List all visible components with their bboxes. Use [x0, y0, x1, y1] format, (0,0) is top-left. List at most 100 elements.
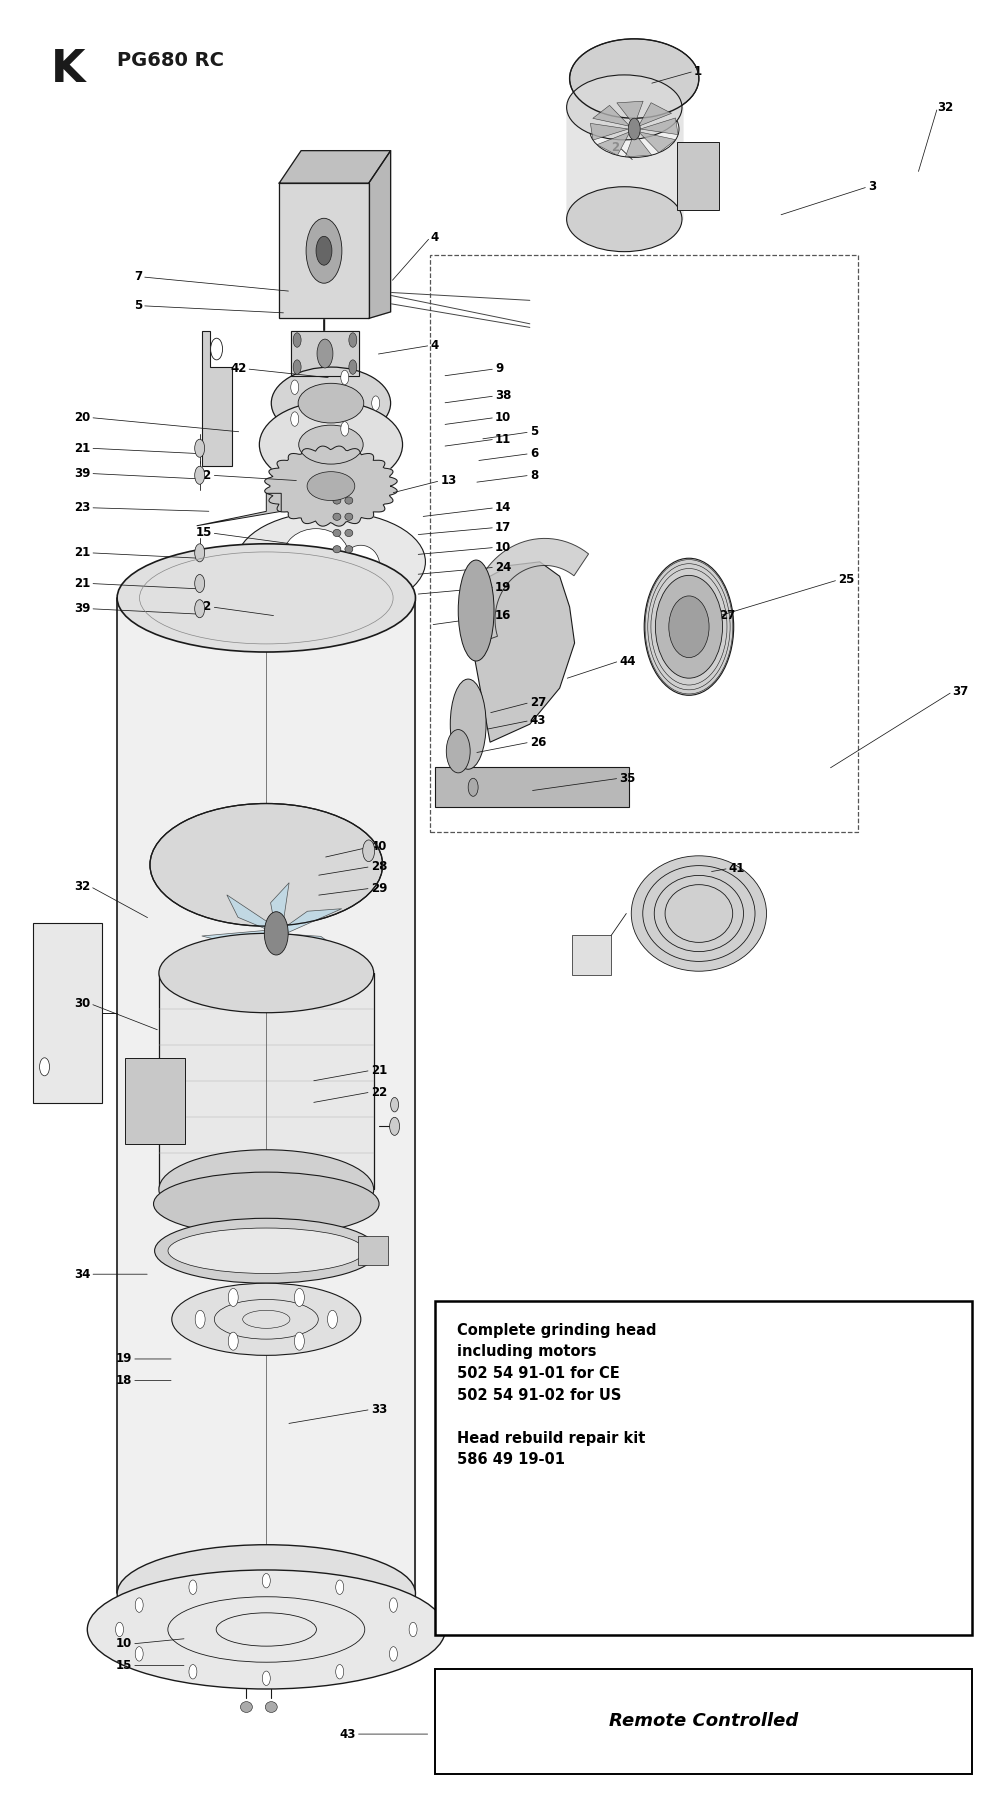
Text: PG680 RC: PG680 RC: [117, 51, 224, 71]
Circle shape: [349, 333, 357, 347]
Polygon shape: [597, 132, 630, 156]
Text: 6: 6: [530, 447, 538, 459]
Ellipse shape: [644, 559, 734, 695]
Text: Remote Controlled: Remote Controlled: [609, 1713, 798, 1731]
Text: 21: 21: [74, 441, 90, 454]
Ellipse shape: [631, 856, 767, 971]
Circle shape: [294, 1288, 304, 1306]
Bar: [435, 1301, 972, 1635]
Polygon shape: [202, 930, 276, 944]
Bar: [33, 923, 102, 1103]
Polygon shape: [369, 150, 391, 318]
Circle shape: [195, 440, 205, 458]
Polygon shape: [117, 599, 415, 1594]
Ellipse shape: [446, 729, 470, 772]
Text: 8: 8: [530, 469, 538, 481]
Text: 12: 12: [195, 469, 212, 481]
Text: 34: 34: [74, 1268, 90, 1281]
Ellipse shape: [240, 1702, 252, 1713]
Polygon shape: [590, 123, 628, 139]
Circle shape: [327, 1310, 337, 1328]
Circle shape: [341, 371, 349, 385]
Ellipse shape: [172, 1283, 361, 1355]
Text: 26: 26: [530, 736, 546, 749]
Polygon shape: [640, 118, 678, 134]
Ellipse shape: [117, 1545, 415, 1643]
Ellipse shape: [458, 561, 494, 660]
Ellipse shape: [655, 575, 723, 678]
Text: 24: 24: [495, 561, 511, 573]
Polygon shape: [233, 933, 276, 975]
Ellipse shape: [333, 514, 341, 521]
Text: 22: 22: [195, 601, 212, 613]
Bar: [279, 183, 369, 318]
Ellipse shape: [154, 1172, 379, 1236]
Text: 42: 42: [230, 362, 246, 376]
Text: 27: 27: [530, 696, 546, 709]
Text: 27: 27: [719, 610, 735, 622]
Text: 33: 33: [371, 1404, 387, 1416]
Text: 22: 22: [371, 1085, 387, 1098]
Circle shape: [293, 360, 301, 374]
Circle shape: [228, 1288, 238, 1306]
Text: 10: 10: [495, 411, 511, 423]
Circle shape: [189, 1579, 197, 1594]
Circle shape: [195, 601, 205, 617]
Polygon shape: [276, 933, 345, 953]
Text: 23: 23: [74, 501, 90, 514]
Text: 35: 35: [619, 772, 636, 785]
Polygon shape: [271, 883, 289, 933]
Text: 17: 17: [495, 521, 511, 534]
Polygon shape: [638, 132, 676, 152]
Polygon shape: [470, 563, 575, 742]
Ellipse shape: [283, 528, 349, 584]
Polygon shape: [276, 908, 342, 933]
Text: K: K: [51, 47, 85, 90]
Ellipse shape: [567, 74, 682, 139]
Text: 29: 29: [371, 881, 387, 895]
Ellipse shape: [159, 933, 374, 1013]
Text: 32: 32: [938, 101, 954, 114]
Text: 4: 4: [430, 338, 439, 353]
Circle shape: [195, 1310, 205, 1328]
Ellipse shape: [333, 530, 341, 537]
Circle shape: [228, 1331, 238, 1350]
Polygon shape: [197, 494, 281, 526]
Circle shape: [389, 1646, 397, 1661]
Text: 20: 20: [74, 411, 90, 423]
Text: 39: 39: [74, 467, 90, 479]
Ellipse shape: [345, 514, 353, 521]
Text: 43: 43: [339, 1728, 356, 1740]
Text: 41: 41: [729, 861, 745, 876]
Bar: [435, 767, 629, 807]
Ellipse shape: [259, 402, 403, 488]
Text: 1: 1: [694, 65, 702, 78]
Text: 37: 37: [952, 686, 969, 698]
Text: 3: 3: [868, 181, 876, 194]
Circle shape: [264, 912, 288, 955]
Circle shape: [135, 1646, 143, 1661]
Text: 43: 43: [530, 715, 546, 727]
Polygon shape: [617, 101, 643, 125]
Ellipse shape: [299, 425, 363, 465]
Ellipse shape: [345, 530, 353, 537]
Circle shape: [391, 1098, 399, 1113]
Text: 19: 19: [495, 581, 511, 593]
Circle shape: [316, 237, 332, 266]
Circle shape: [336, 1664, 344, 1679]
Ellipse shape: [590, 101, 679, 157]
Text: 28: 28: [371, 859, 387, 874]
Polygon shape: [202, 331, 232, 467]
Text: 16: 16: [495, 610, 511, 622]
Bar: [358, 1236, 388, 1264]
Polygon shape: [227, 895, 276, 933]
Ellipse shape: [298, 384, 364, 423]
Text: 38: 38: [495, 389, 511, 402]
Circle shape: [116, 1623, 124, 1637]
Text: 4: 4: [430, 232, 439, 244]
Circle shape: [189, 1664, 197, 1679]
Ellipse shape: [236, 512, 425, 611]
Ellipse shape: [570, 38, 699, 118]
Text: 21: 21: [371, 1064, 387, 1076]
Text: 21: 21: [74, 577, 90, 590]
